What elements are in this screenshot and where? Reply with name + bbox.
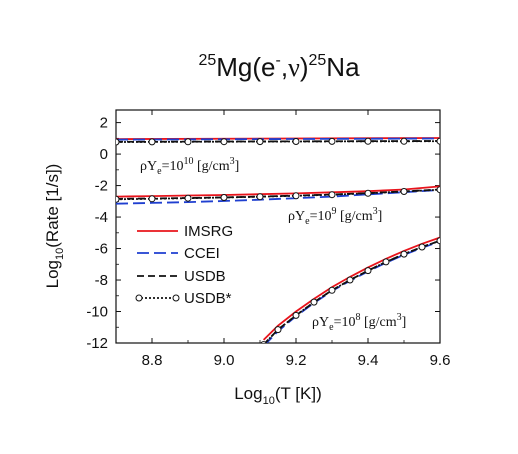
y-tick-label: -12 (86, 335, 108, 352)
data-point-usdb-star-rho1e8 (382, 258, 390, 266)
legend-marker-usdb-star-2 (172, 294, 180, 302)
data-point-usdb-star-rho1e10 (220, 138, 228, 146)
density-annotation-1e9: ρYe=109 [g/cm3] (288, 206, 382, 227)
data-point-usdb-star-rho1e10 (292, 138, 300, 145)
data-point-usdb-star-rho1e10 (328, 137, 336, 145)
data-point-usdb-star-rho1e8 (328, 286, 336, 294)
legend: IMSRG CCEI USDB USDB* (135, 223, 233, 307)
legend-label-usdb: USDB (184, 268, 226, 285)
legend-label-imsrg: IMSRG (184, 223, 233, 240)
data-point-usdb-star-rho1e8 (400, 250, 408, 258)
series-line-ccei-rho1e9 (116, 189, 440, 205)
legend-marker-usdb-star-1 (135, 294, 143, 302)
series-line-imsrg-rho1e9 (116, 185, 440, 198)
data-point-usdb-star-rho1e8 (274, 326, 282, 334)
data-point-usdb-star-rho1e10 (436, 137, 440, 145)
x-axis-label: Log10(T [K]) (234, 384, 322, 407)
x-tick-label: 9.2 (286, 352, 307, 369)
data-point-usdb-star-rho1e10 (148, 138, 156, 146)
data-point-usdb-star-rho1e9 (256, 193, 264, 201)
y-tick-label: 0 (100, 146, 108, 163)
legend-label-ccei: CCEI (184, 245, 220, 262)
y-tick-label: -8 (95, 272, 108, 289)
data-point-usdb-star-rho1e8 (292, 311, 300, 319)
data-point-usdb-star-rho1e9 (400, 188, 408, 195)
data-point-usdb-star-rho1e9 (364, 189, 372, 197)
data-point-usdb-star-rho1e8 (310, 298, 318, 306)
legend-label-usdb-star: USDB* (184, 290, 232, 307)
data-point-usdb-star-rho1e10 (184, 138, 192, 146)
data-point-usdb-star-rho1e10 (116, 138, 120, 146)
data-point-usdb-star-rho1e8 (436, 237, 440, 245)
x-tick-label: 9.6 (430, 352, 451, 369)
y-axis-label: Log10(Rate [1/s]) (43, 164, 66, 289)
data-point-usdb-star-rho1e9 (148, 195, 156, 203)
x-tick-label: 9.0 (214, 352, 235, 369)
series-layer (116, 137, 440, 343)
data-point-usdb-star-rho1e8 (260, 341, 267, 343)
y-tick-label: -4 (95, 209, 108, 226)
data-point-usdb-star-rho1e9 (220, 194, 228, 201)
data-point-usdb-star-rho1e10 (256, 138, 264, 146)
y-tick-label: 2 (100, 115, 108, 132)
data-point-usdb-star-rho1e9 (184, 194, 192, 202)
density-annotation-1e10: ρYe=1010 [g/cm3] (140, 156, 239, 177)
data-point-usdb-star-rho1e8 (418, 243, 426, 251)
series-line-ccei-rho1e10 (116, 137, 440, 141)
y-tick-label: -2 (95, 178, 108, 195)
data-point-usdb-star-rho1e8 (364, 267, 372, 275)
series-line-ccei-rho1e8 (265, 240, 440, 343)
data-point-usdb-star-rho1e9 (116, 195, 120, 203)
y-tick-label: -6 (95, 241, 108, 258)
density-annotation-1e8: ρYe=108 [g/cm3] (312, 312, 406, 333)
data-point-usdb-star-rho1e10 (400, 137, 408, 145)
axis-ticks: 8.8 9.0 9.2 9.4 9.6 2 0 -2 -4 -6 -8 -10 -12 (86, 110, 450, 369)
series-line-usdb-rho1e10 (116, 140, 440, 143)
series-line-usdb-rho1e9 (116, 188, 440, 200)
x-tick-label: 9.4 (358, 352, 379, 369)
y-tick-label: -10 (86, 304, 108, 321)
chart-title: 25Mg(e-,ν)25Na (198, 52, 360, 82)
x-tick-label: 8.8 (142, 352, 163, 369)
data-point-usdb-star-rho1e9 (436, 186, 440, 194)
data-point-usdb-star-rho1e8 (346, 276, 354, 284)
data-point-usdb-star-rho1e9 (328, 191, 336, 199)
plot-area (115, 109, 441, 344)
data-point-usdb-star-rho1e9 (292, 192, 300, 200)
data-point-usdb-star-rho1e10 (364, 137, 372, 145)
